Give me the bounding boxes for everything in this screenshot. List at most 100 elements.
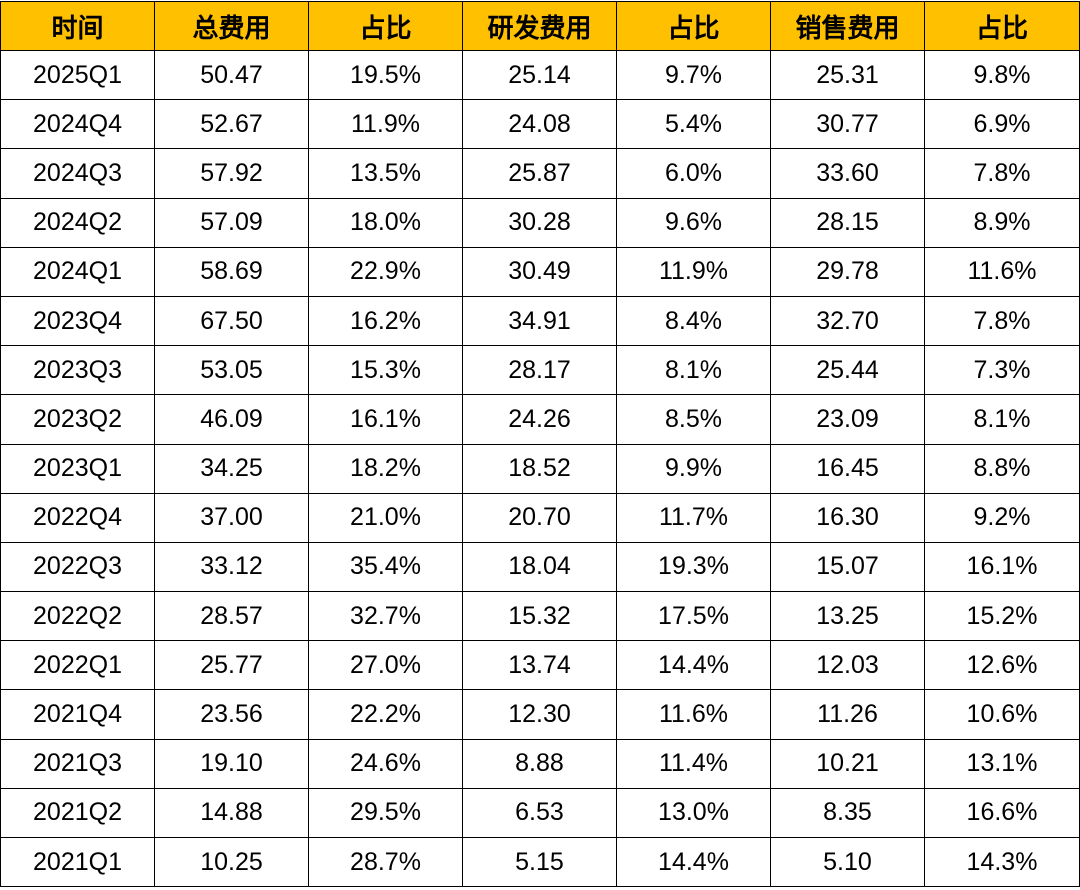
- table-row: 2022Q3 33.12 35.4% 18.04 19.3% 15.07 16.1%: [0, 541, 1080, 593]
- rd-ratio-cell: 14.4%: [616, 640, 771, 691]
- total-expense-cell: 19.10: [154, 738, 309, 789]
- period-cell: 2022Q3: [0, 541, 155, 593]
- table-row: 2025Q1 50.47 19.5% 25.14 9.7% 25.31 9.8%: [0, 49, 1080, 101]
- rd-expense-cell: 6.53: [462, 787, 617, 839]
- table-body: 2025Q1 50.47 19.5% 25.14 9.7% 25.31 9.8% 2024Q4…: [0, 49, 1080, 888]
- sales-ratio-cell: 8.1%: [924, 394, 1080, 445]
- period-cell: 2021Q3: [0, 738, 155, 789]
- total-ratio-cell: 11.9%: [308, 99, 463, 150]
- total-expense-cell: 58.69: [154, 246, 309, 297]
- rd-ratio-cell: 19.3%: [616, 541, 771, 593]
- total-ratio-cell: 15.3%: [308, 345, 463, 396]
- rd-ratio-cell: 9.6%: [616, 197, 771, 248]
- sales-expense-cell: 13.25: [770, 591, 925, 642]
- table-row: 2021Q4 23.56 22.2% 12.30 11.6% 11.26 10.6%: [0, 689, 1080, 740]
- total-expense-cell: 33.12: [154, 541, 309, 593]
- sales-expense-cell: 23.09: [770, 394, 925, 445]
- sales-expense-cell: 8.35: [770, 787, 925, 839]
- sales-expense-cell: 5.10: [770, 836, 925, 888]
- sales-expense-cell: 15.07: [770, 541, 925, 593]
- sales-ratio-cell: 6.9%: [924, 99, 1080, 150]
- table-row: 2023Q3 53.05 15.3% 28.17 8.1% 25.44 7.3%: [0, 345, 1080, 396]
- rd-ratio-cell: 8.1%: [616, 345, 771, 396]
- rd-expense-cell: 24.08: [462, 99, 617, 150]
- sales-expense-cell: 29.78: [770, 246, 925, 297]
- table-row: 2022Q4 37.00 21.0% 20.70 11.7% 16.30 9.2%: [0, 492, 1080, 543]
- table-row: 2022Q1 25.77 27.0% 13.74 14.4% 12.03 12.6%: [0, 640, 1080, 691]
- rd-ratio-cell: 8.5%: [616, 394, 771, 445]
- period-cell: 2023Q3: [0, 345, 155, 396]
- sales-expense-cell: 30.77: [770, 99, 925, 150]
- rd-expense-cell: 30.49: [462, 246, 617, 297]
- sales-ratio-cell: 9.2%: [924, 492, 1080, 543]
- sales-ratio-cell: 7.8%: [924, 295, 1080, 347]
- rd-ratio-cell: 11.4%: [616, 738, 771, 789]
- total-expense-cell: 28.57: [154, 591, 309, 642]
- sales-ratio-cell: 16.6%: [924, 787, 1080, 839]
- table-row: 2024Q2 57.09 18.0% 30.28 9.6% 28.15 8.9%: [0, 197, 1080, 248]
- period-cell: 2024Q4: [0, 99, 155, 150]
- total-ratio-cell: 16.1%: [308, 394, 463, 445]
- total-expense-cell: 14.88: [154, 787, 309, 839]
- period-cell: 2022Q1: [0, 640, 155, 691]
- total-ratio-cell: 22.2%: [308, 689, 463, 740]
- sales-expense-cell: 28.15: [770, 197, 925, 248]
- header-row: 时间 总费用 占比 研发费用 占比 销售费用 占比: [0, 1, 1080, 51]
- rd-expense-cell: 18.04: [462, 541, 617, 593]
- table-row: 2021Q3 19.10 24.6% 8.88 11.4% 10.21 13.1%: [0, 738, 1080, 789]
- sales-ratio-cell: 16.1%: [924, 541, 1080, 593]
- period-cell: 2022Q2: [0, 591, 155, 642]
- table-row: 2023Q2 46.09 16.1% 24.26 8.5% 23.09 8.1%: [0, 394, 1080, 445]
- rd-expense-cell: 30.28: [462, 197, 617, 248]
- total-ratio-cell: 21.0%: [308, 492, 463, 543]
- period-cell: 2023Q4: [0, 295, 155, 347]
- sales-expense-cell: 16.45: [770, 443, 925, 494]
- sales-ratio-cell: 10.6%: [924, 689, 1080, 740]
- total-expense-cell: 10.25: [154, 836, 309, 888]
- rd-ratio-cell: 8.4%: [616, 295, 771, 347]
- rd-ratio-cell: 14.4%: [616, 836, 771, 888]
- total-expense-cell: 46.09: [154, 394, 309, 445]
- table-row: 2024Q4 52.67 11.9% 24.08 5.4% 30.77 6.9%: [0, 99, 1080, 150]
- total-ratio-cell: 18.2%: [308, 443, 463, 494]
- rd-ratio-cell: 13.0%: [616, 787, 771, 839]
- table-row: 2024Q3 57.92 13.5% 25.87 6.0% 33.60 7.8%: [0, 148, 1080, 199]
- period-cell: 2021Q1: [0, 836, 155, 888]
- total-ratio-cell: 35.4%: [308, 541, 463, 593]
- header-total-expense: 总费用: [154, 1, 309, 51]
- rd-expense-cell: 12.30: [462, 689, 617, 740]
- sales-expense-cell: 16.30: [770, 492, 925, 543]
- total-expense-cell: 52.67: [154, 99, 309, 150]
- total-ratio-cell: 24.6%: [308, 738, 463, 789]
- table-row: 2023Q4 67.50 16.2% 34.91 8.4% 32.70 7.8%: [0, 295, 1080, 347]
- rd-expense-cell: 24.26: [462, 394, 617, 445]
- sales-expense-cell: 32.70: [770, 295, 925, 347]
- rd-expense-cell: 25.87: [462, 148, 617, 199]
- total-expense-cell: 23.56: [154, 689, 309, 740]
- sales-ratio-cell: 12.6%: [924, 640, 1080, 691]
- sales-ratio-cell: 13.1%: [924, 738, 1080, 789]
- rd-expense-cell: 15.32: [462, 591, 617, 642]
- total-ratio-cell: 29.5%: [308, 787, 463, 839]
- sales-expense-cell: 25.31: [770, 49, 925, 101]
- table-row: 2023Q1 34.25 18.2% 18.52 9.9% 16.45 8.8%: [0, 443, 1080, 494]
- header-period: 时间: [0, 1, 155, 51]
- rd-expense-cell: 34.91: [462, 295, 617, 347]
- total-ratio-cell: 16.2%: [308, 295, 463, 347]
- rd-expense-cell: 18.52: [462, 443, 617, 494]
- total-ratio-cell: 13.5%: [308, 148, 463, 199]
- sales-ratio-cell: 11.6%: [924, 246, 1080, 297]
- rd-expense-cell: 13.74: [462, 640, 617, 691]
- total-expense-cell: 67.50: [154, 295, 309, 347]
- rd-expense-cell: 28.17: [462, 345, 617, 396]
- total-expense-cell: 57.92: [154, 148, 309, 199]
- sales-expense-cell: 12.03: [770, 640, 925, 691]
- period-cell: 2023Q1: [0, 443, 155, 494]
- header-sales-ratio: 占比: [924, 1, 1080, 51]
- rd-ratio-cell: 6.0%: [616, 148, 771, 199]
- sales-ratio-cell: 7.8%: [924, 148, 1080, 199]
- table-row: 2021Q2 14.88 29.5% 6.53 13.0% 8.35 16.6%: [0, 787, 1080, 839]
- header-rd-ratio: 占比: [616, 1, 771, 51]
- total-ratio-cell: 18.0%: [308, 197, 463, 248]
